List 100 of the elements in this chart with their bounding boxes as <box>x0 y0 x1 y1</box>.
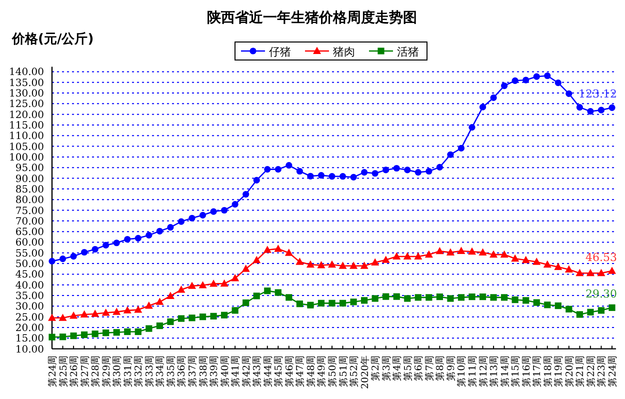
x-tick-label: 第12周 <box>477 354 490 387</box>
point <box>113 240 120 246</box>
point <box>393 293 400 300</box>
point <box>426 294 432 301</box>
point <box>156 298 164 305</box>
point <box>468 293 476 300</box>
data-label: 46.53 <box>586 250 617 264</box>
point <box>512 296 518 304</box>
point <box>544 302 551 308</box>
point <box>220 279 228 287</box>
point <box>436 164 443 170</box>
point <box>468 247 476 255</box>
data-label: 123.12 <box>578 88 617 101</box>
point <box>338 262 347 269</box>
point <box>414 294 422 301</box>
legend-label: 仔猪 <box>269 46 291 58</box>
point <box>307 302 314 308</box>
point <box>221 312 228 318</box>
point <box>274 244 282 252</box>
x-tick-label: 第2周 <box>370 354 382 381</box>
point <box>382 293 390 300</box>
point <box>414 252 422 260</box>
y-tick-label: 105.00 <box>9 142 44 153</box>
y-tick-label: 45.00 <box>15 270 44 281</box>
point <box>274 166 282 173</box>
point <box>360 262 368 269</box>
point <box>123 306 132 314</box>
x-tick-label: 第22周 <box>584 354 597 387</box>
point <box>554 262 562 270</box>
x-tick-label: 第35周 <box>164 354 177 387</box>
point <box>91 310 100 317</box>
point <box>533 73 540 80</box>
x-tick-label: 第33周 <box>143 354 156 387</box>
point <box>318 172 325 179</box>
legend-label: 猪肉 <box>333 46 355 58</box>
point <box>436 246 444 254</box>
y-tick-label: 115.00 <box>9 120 44 132</box>
point <box>544 72 551 80</box>
point <box>371 258 380 266</box>
point <box>264 288 271 294</box>
y-tick-label: 20.00 <box>15 322 44 334</box>
y-tick-label: 10.00 <box>15 344 44 356</box>
point <box>554 302 562 310</box>
x-tick-label: 第16周 <box>520 354 532 387</box>
point <box>252 256 261 264</box>
point <box>70 252 77 260</box>
point <box>306 260 314 268</box>
y-tick-label: 15.00 <box>15 334 44 345</box>
y-tick-label: 135.00 <box>9 78 44 89</box>
point <box>372 295 378 302</box>
point <box>457 246 466 254</box>
x-tick-label: 第51周 <box>337 354 350 387</box>
y-tick-label: 30.00 <box>15 302 44 313</box>
point <box>156 228 163 234</box>
point <box>576 268 584 276</box>
point <box>522 297 530 304</box>
point <box>296 258 304 265</box>
point <box>328 260 336 268</box>
point <box>199 314 206 320</box>
point <box>253 292 260 300</box>
point <box>382 166 390 174</box>
point <box>134 306 142 313</box>
y-tick-label: 55.00 <box>15 248 44 260</box>
x-tick-label: 第37周 <box>186 354 198 387</box>
y-tick-label: 140.00 <box>9 67 44 78</box>
point <box>564 265 573 273</box>
point <box>414 169 422 176</box>
point <box>587 308 594 316</box>
x-tick-label: 第13周 <box>488 354 500 387</box>
point <box>70 332 77 340</box>
y-tick-label: 120.00 <box>9 110 44 121</box>
x-tick-label: 第18周 <box>542 354 554 387</box>
y-tick-label: 125.00 <box>9 99 44 110</box>
point <box>478 248 487 256</box>
y-tick-label: 35.00 <box>15 291 44 302</box>
point <box>404 166 411 174</box>
point <box>501 82 508 90</box>
point <box>598 106 605 114</box>
point <box>479 293 486 300</box>
point <box>81 331 88 338</box>
x-tick-label: 第47周 <box>294 354 306 387</box>
point <box>48 258 56 264</box>
point <box>274 289 282 296</box>
point <box>361 169 368 176</box>
point <box>188 214 196 222</box>
point <box>102 242 110 249</box>
x-tick-label: 第15周 <box>510 354 522 387</box>
x-tick-label: 第26周 <box>68 354 80 387</box>
point <box>608 266 616 274</box>
x-tick-label: 第34周 <box>154 354 166 387</box>
point <box>80 310 88 318</box>
point <box>512 77 518 84</box>
point <box>554 79 562 86</box>
point <box>350 262 358 269</box>
point <box>500 250 508 258</box>
point <box>113 329 120 336</box>
y-tick-label: 75.00 <box>15 206 44 217</box>
y-tick-label: 50.00 <box>15 259 44 270</box>
point <box>92 246 98 253</box>
x-tick-label: 第6周 <box>412 354 425 381</box>
